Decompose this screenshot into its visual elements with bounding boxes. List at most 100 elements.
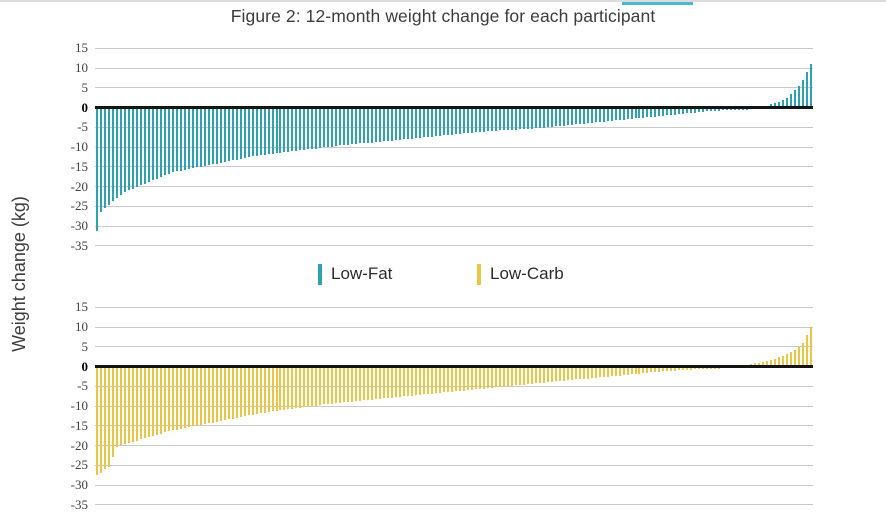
y-tick-label: 15 xyxy=(75,299,88,315)
participant-bar xyxy=(399,109,402,140)
participant-bar xyxy=(359,109,362,144)
participant-bar xyxy=(407,109,410,140)
participant-bar xyxy=(439,109,442,136)
participant-bar xyxy=(223,109,226,162)
participant-bar xyxy=(626,368,629,375)
participant-bar xyxy=(191,109,194,169)
participant-bar xyxy=(534,109,537,129)
participant-bar xyxy=(710,368,713,369)
participant-bar xyxy=(335,109,338,147)
participant-bar xyxy=(470,109,473,133)
gridline xyxy=(95,205,813,207)
participant-bar xyxy=(666,109,669,116)
participant-bar xyxy=(806,334,809,367)
y-tick-label: 15 xyxy=(75,40,88,56)
participant-bar xyxy=(790,93,793,108)
gridline xyxy=(95,326,813,328)
top-accent-bar xyxy=(622,2,693,5)
participant-bar xyxy=(143,368,146,439)
participant-bar xyxy=(566,368,569,381)
y-tick-label: 0 xyxy=(81,358,89,374)
participant-bar xyxy=(678,109,681,115)
gridline xyxy=(95,166,813,168)
participant-bar xyxy=(211,368,214,423)
participant-bar xyxy=(558,109,561,126)
participant-bar xyxy=(658,368,661,372)
participant-bar xyxy=(307,109,310,150)
participant-bar xyxy=(411,368,414,396)
participant-bar xyxy=(403,109,406,140)
participant-bar xyxy=(379,109,382,142)
participant-bar xyxy=(119,109,122,196)
participant-bar xyxy=(175,109,178,172)
participant-bar xyxy=(486,109,489,132)
participant-bar xyxy=(207,368,210,424)
participant-bar xyxy=(754,363,757,367)
participant-bar xyxy=(255,109,258,156)
participant-bar xyxy=(167,109,170,174)
participant-bar xyxy=(562,368,565,381)
participant-bar xyxy=(339,109,342,146)
participant-bar xyxy=(239,368,242,417)
participant-bar xyxy=(694,109,697,113)
participant-bar xyxy=(642,368,645,374)
participant-bar xyxy=(778,101,781,108)
participant-bar xyxy=(522,368,525,385)
participant-bar xyxy=(159,368,162,434)
legend-item-lowcarb: Low-Carb xyxy=(477,262,564,286)
participant-bar xyxy=(207,109,210,166)
participant-bar xyxy=(746,364,749,367)
participant-bar xyxy=(275,368,278,412)
participant-bar xyxy=(690,368,693,370)
participant-bar xyxy=(163,368,166,433)
participant-bar xyxy=(299,109,302,151)
participant-bar xyxy=(367,109,370,143)
participant-bar xyxy=(522,109,525,130)
participant-bar xyxy=(303,109,306,150)
participant-bar xyxy=(263,109,266,155)
participant-bar xyxy=(762,106,765,108)
participant-bar xyxy=(431,109,434,137)
participant-bar xyxy=(103,368,106,469)
participant-bar xyxy=(251,368,254,415)
participant-bar xyxy=(698,368,701,370)
lowfat-swatch-icon xyxy=(318,263,322,285)
zero-axis-line xyxy=(95,106,813,109)
participant-bar xyxy=(443,368,446,393)
participant-bar xyxy=(766,360,769,367)
participant-bar xyxy=(359,368,362,401)
participant-bar xyxy=(546,368,549,383)
participant-bar xyxy=(247,368,250,416)
participant-bar xyxy=(654,368,657,372)
participant-bar xyxy=(311,368,314,406)
participant-bar xyxy=(794,349,797,367)
participant-bar xyxy=(786,354,789,367)
participant-bar xyxy=(127,109,130,191)
lowcarb-swatch-icon xyxy=(477,263,481,285)
participant-bar xyxy=(550,109,553,127)
participant-bar xyxy=(466,109,469,134)
participant-bar xyxy=(151,109,154,181)
participant-bar xyxy=(594,109,597,123)
participant-bar xyxy=(462,109,465,134)
participant-bar xyxy=(474,368,477,390)
participant-bar xyxy=(538,368,541,383)
y-tick-label: -20 xyxy=(70,437,88,453)
participant-bar xyxy=(347,368,350,402)
participant-bar xyxy=(299,368,302,408)
participant-bar xyxy=(694,368,697,370)
participant-bar xyxy=(638,368,641,374)
participant-bar xyxy=(506,368,509,387)
participant-bar xyxy=(686,109,689,114)
participant-bar xyxy=(662,109,665,116)
participant-bar xyxy=(99,109,102,212)
participant-bar xyxy=(323,368,326,405)
participant-bar xyxy=(494,109,497,131)
participant-bar xyxy=(451,368,453,392)
participant-bar xyxy=(96,368,98,475)
participant-bar xyxy=(730,109,733,110)
gridline xyxy=(95,67,813,69)
y-tick-label: 5 xyxy=(81,338,89,354)
participant-bar xyxy=(319,109,322,148)
participant-bar xyxy=(482,109,485,132)
